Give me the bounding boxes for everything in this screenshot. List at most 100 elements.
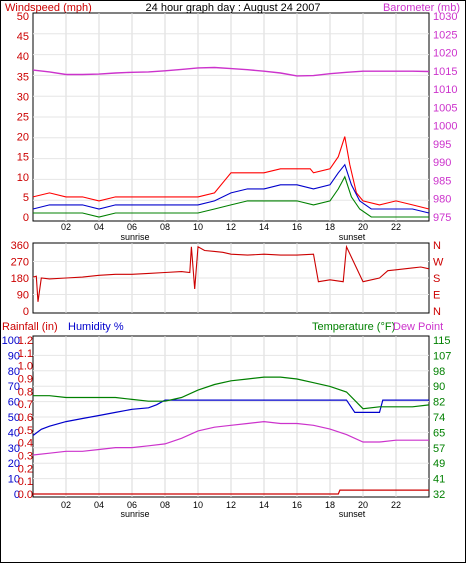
compass-tick-label: N <box>433 240 441 252</box>
wind-tick-label: 25 <box>17 112 29 124</box>
temperature-tick-label: 115 <box>433 335 451 347</box>
direction-tick-label: 0 <box>23 306 29 318</box>
hour-tick-label: 16 <box>292 500 302 510</box>
hour-tick-label: 08 <box>160 222 170 232</box>
barometer-tick-label: 1020 <box>433 48 457 60</box>
humidity-tick-label: 80 <box>8 366 20 378</box>
barometer-tick-label: 975 <box>433 212 451 224</box>
barometer-tick-label: 1025 <box>433 29 457 41</box>
temperature-tick-label: 57 <box>433 443 445 455</box>
barometer-line <box>32 66 430 77</box>
humidity-tick-label: 0 <box>14 489 20 501</box>
humidity-tick-label: 100 <box>2 335 20 347</box>
hour-tick-label: 08 <box>160 500 170 510</box>
hour-tick-label: 06 <box>127 222 137 232</box>
wind-tick-label: 40 <box>17 51 29 63</box>
wind-tick-label: 45 <box>17 31 29 43</box>
hour-tick-label: 10 <box>193 500 203 510</box>
temperature-line <box>33 376 430 410</box>
wind-tick-label: 10 <box>17 172 29 184</box>
hour-tick-label: 22 <box>391 500 401 510</box>
panel-wind-x-ticks: 02 04 06 08 10 12 14 16 18 20 22 <box>61 222 401 232</box>
compass-tick-label: E <box>433 290 440 302</box>
hour-tick-label: 14 <box>259 222 269 232</box>
rain-tick-label: 0.7 <box>18 399 33 411</box>
humidity-line <box>32 399 429 436</box>
direction-tick-label: 90 <box>17 290 29 302</box>
humidity-tick-label: 20 <box>8 458 20 470</box>
temperature-label: Temperature (°F) <box>312 321 395 333</box>
rain-tick-label: 1.2 <box>18 335 33 347</box>
wind-tick-label: 50 <box>17 11 29 23</box>
hour-tick-label: 20 <box>358 500 368 510</box>
average-line <box>32 163 430 214</box>
hour-tick-label: 12 <box>226 222 236 232</box>
compass-tick-label: W <box>433 257 444 269</box>
wind-tick-label: 35 <box>17 71 29 83</box>
temperature-tick-label: 32 <box>433 489 445 501</box>
panel-wind-grid <box>33 13 429 221</box>
humidity-tick-label: 70 <box>8 381 20 393</box>
compass-tick-label: N <box>433 306 441 318</box>
barometer-tick-label: 1000 <box>433 121 457 133</box>
panel-direction-grid <box>33 243 429 313</box>
direction-tick-label: 270 <box>11 257 29 269</box>
temperature-tick-label: 49 <box>433 458 445 470</box>
humidity-tick-label: 90 <box>8 350 20 362</box>
rain-tick-label: 0.9 <box>18 374 33 386</box>
panel-wind-left-ticks: 0 5 10 15 20 25 30 35 40 45 50 <box>17 11 29 224</box>
temperature-tick-label: 90 <box>433 381 445 393</box>
hour-tick-label: 16 <box>292 222 302 232</box>
temperature-tick-label: 98 <box>433 366 445 378</box>
wind-tick-label: 15 <box>17 152 29 164</box>
rain-tick-label: 0.2 <box>18 463 33 475</box>
rain-tick-label: 1.1 <box>18 348 33 360</box>
rainfall-line <box>33 489 429 495</box>
humidity-tick-label: 10 <box>8 474 20 486</box>
wind-tick-label: 20 <box>17 132 29 144</box>
rain-tick-label: 0.1 <box>18 476 33 488</box>
panel-wind-series <box>32 66 430 218</box>
panel-direction-left-ticks: 0 90 180 270 360 <box>11 240 29 318</box>
panel-climate-rain-ticks: 0.00.10.20.30.40.50.60.70.80.91.01.11.2 <box>18 335 33 501</box>
direction-tick-label: 180 <box>11 273 29 285</box>
hour-tick-label: 12 <box>226 500 236 510</box>
barometer-tick-label: 980 <box>433 194 451 206</box>
rain-tick-label: 0.3 <box>18 451 33 463</box>
humidity-label: Humidity % <box>68 321 124 333</box>
humidity-tick-label: 50 <box>8 412 20 424</box>
hour-tick-label: 02 <box>61 222 71 232</box>
panel-climate-temp-ticks: 32 41 49 57 65 74 82 90 98 107 115 <box>433 335 451 501</box>
panel-climate-humidity-ticks: 0 10 20 30 40 50 60 70 80 90 100 <box>2 335 20 501</box>
humidity-tick-label: 60 <box>8 397 20 409</box>
barometer-tick-label: 985 <box>433 175 451 187</box>
barometer-tick-label: 995 <box>433 139 451 151</box>
rain-tick-label: 0.5 <box>18 425 33 437</box>
barometer-tick-label: 1010 <box>433 84 457 96</box>
panel-climate-x-ticks: 02 04 06 08 10 12 14 16 18 20 22 <box>61 500 401 510</box>
compass-tick-label: S <box>433 273 440 285</box>
humidity-tick-label: 40 <box>8 427 20 439</box>
hour-tick-label: 04 <box>94 222 104 232</box>
gust-line <box>32 136 430 210</box>
barometer-tick-label: 1030 <box>433 11 457 23</box>
temperature-tick-label: 41 <box>433 474 445 486</box>
humidity-tick-label: 30 <box>8 443 20 455</box>
sunset-label-2: sunset <box>339 509 366 519</box>
rainfall-label: Rainfall (in) <box>2 321 58 333</box>
barometer-tick-label: 1005 <box>433 102 457 114</box>
sunrise-label-1: sunrise <box>120 232 149 242</box>
wind-tick-label: 5 <box>23 192 29 204</box>
hour-tick-label: 20 <box>358 222 368 232</box>
panel-climate-series <box>32 376 430 495</box>
lowest-line <box>33 175 429 218</box>
hour-tick-label: 22 <box>391 222 401 232</box>
rain-tick-label: 0.8 <box>18 386 33 398</box>
hour-tick-label: 06 <box>127 500 137 510</box>
temperature-tick-label: 82 <box>433 397 445 409</box>
temperature-tick-label: 74 <box>433 412 445 424</box>
hour-tick-label: 02 <box>61 500 71 510</box>
dewpoint-label: Dew Point <box>393 321 443 333</box>
rain-tick-label: 0.0 <box>18 489 33 501</box>
